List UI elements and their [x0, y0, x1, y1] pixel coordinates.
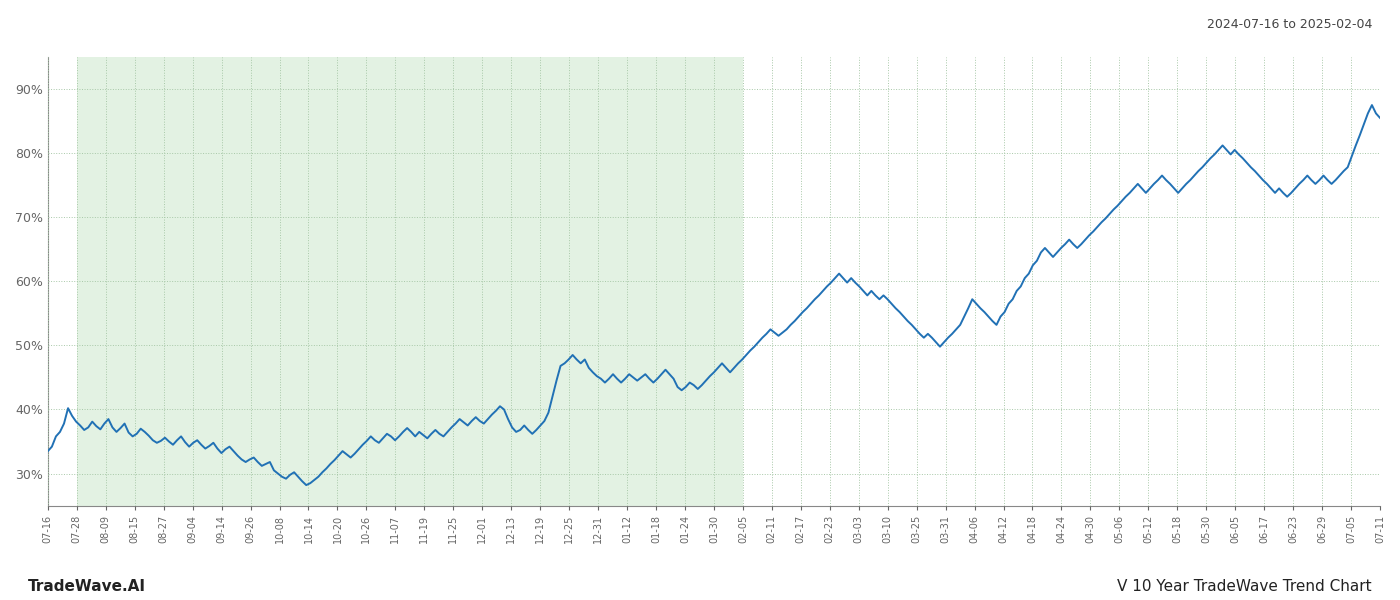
- Bar: [77, 57, 743, 506]
- Text: TradeWave.AI: TradeWave.AI: [28, 579, 146, 594]
- Text: 2024-07-16 to 2025-02-04: 2024-07-16 to 2025-02-04: [1207, 18, 1372, 31]
- Text: V 10 Year TradeWave Trend Chart: V 10 Year TradeWave Trend Chart: [1117, 579, 1372, 594]
